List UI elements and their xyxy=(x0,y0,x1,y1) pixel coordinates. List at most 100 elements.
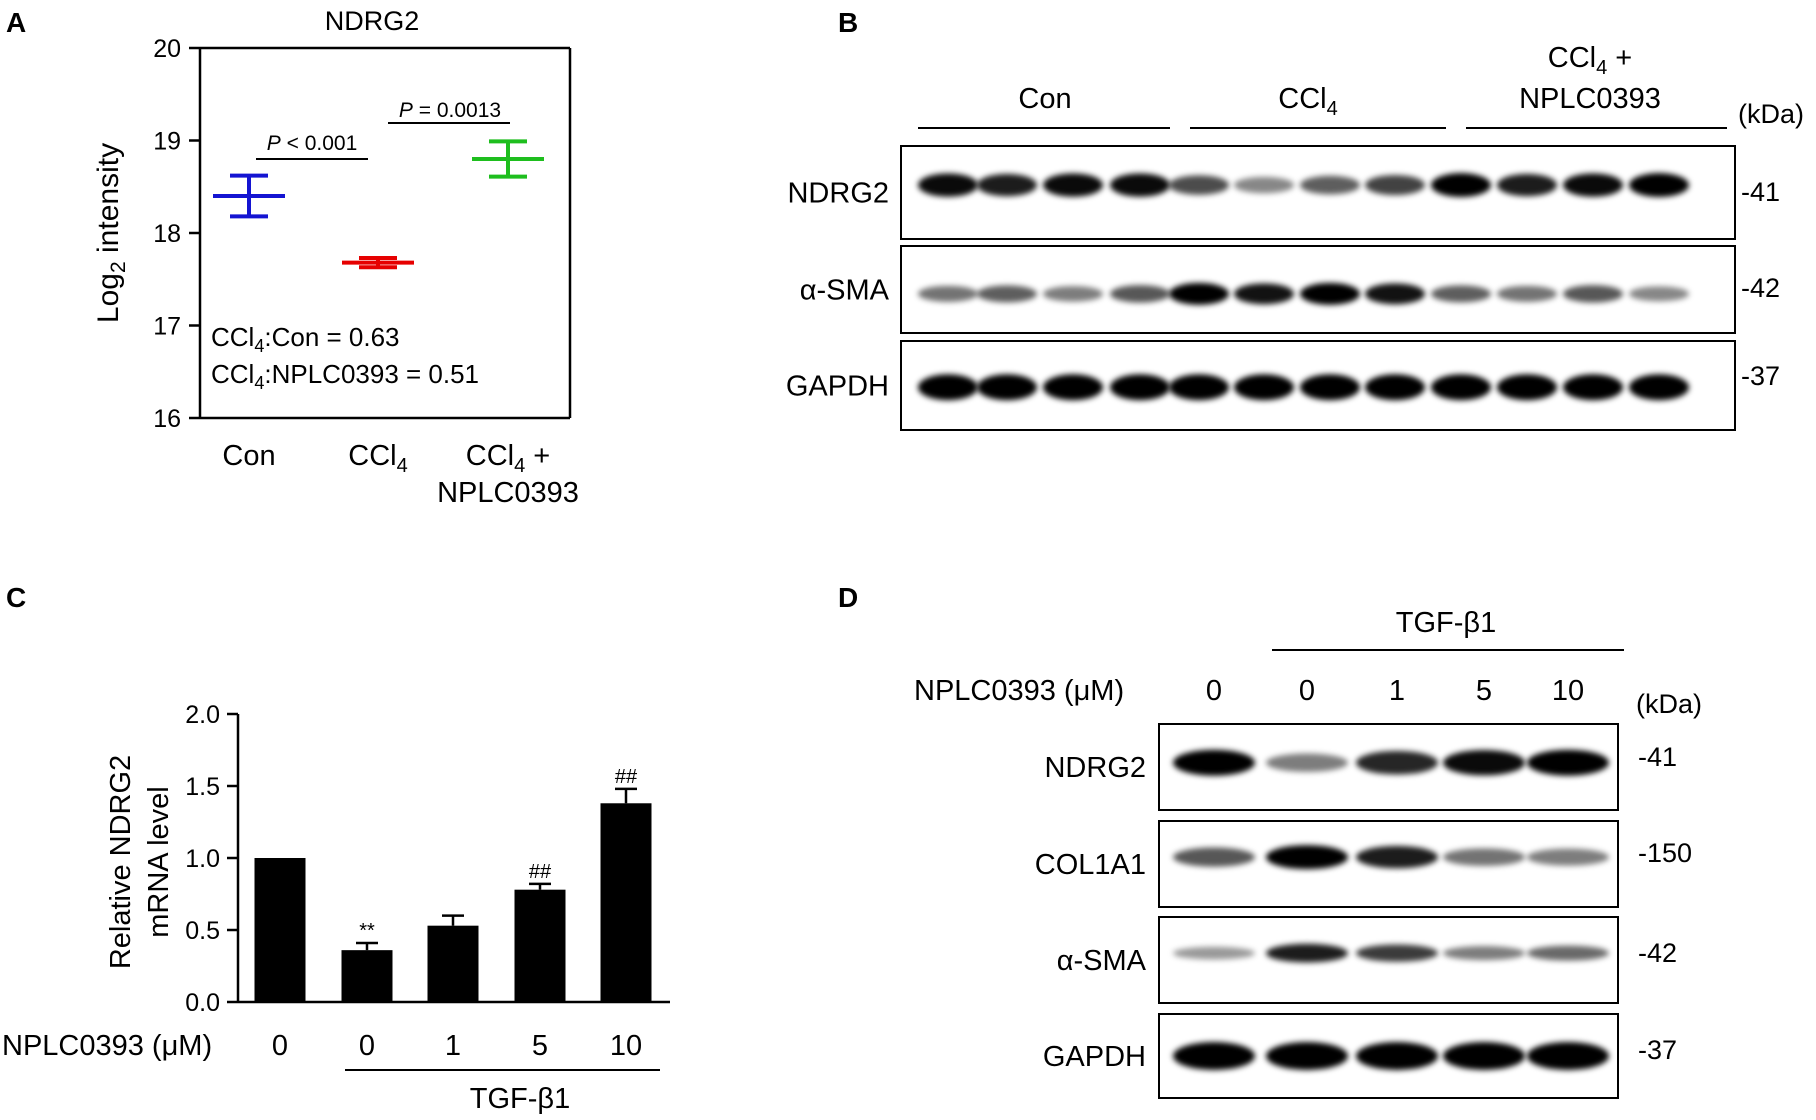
kda-marker: -42 xyxy=(1638,938,1677,968)
dose-label: 1 xyxy=(445,1030,461,1062)
ratio-ccl4-con: CCl4:Con = 0.63 xyxy=(211,322,400,356)
blot-band xyxy=(1043,374,1103,401)
blot-band xyxy=(1629,286,1689,302)
blot-band xyxy=(977,173,1037,197)
blot-band xyxy=(1110,173,1170,197)
blot-band xyxy=(1173,749,1255,776)
blot-band xyxy=(918,374,978,401)
ratio-ccl4-nplc: CCl4:NPLC0393 = 0.51 xyxy=(211,359,479,393)
blot-band xyxy=(1431,285,1491,303)
dose-row-label-d: NPLC0393 (μM) xyxy=(914,675,1124,707)
blot-band xyxy=(1300,374,1360,401)
blot-band xyxy=(1110,285,1170,303)
blot-band xyxy=(1356,1042,1438,1070)
dose-label: 0 xyxy=(1299,675,1315,707)
chart-c-row-label: NPLC0393 (μM) xyxy=(2,1030,212,1062)
significance-mark: ** xyxy=(359,920,375,942)
blot-band xyxy=(1356,750,1438,775)
blot-band xyxy=(1431,173,1491,198)
blot-band xyxy=(1365,174,1425,196)
dose-label: 5 xyxy=(532,1030,548,1062)
blot-row-ndrg2: NDRG2 -41 xyxy=(787,145,1780,240)
treatment-label-d: TGF-β1 xyxy=(1396,607,1496,639)
blot-band xyxy=(1173,1042,1255,1070)
panel-letter-d: D xyxy=(838,582,858,613)
blot-band xyxy=(1527,945,1609,961)
x-label-ccl4-nplc-line1: CCl4 + xyxy=(466,440,550,477)
blot-band xyxy=(1443,946,1525,961)
panel-a: A NDRG2 16 17 18 19 20 Log2 intensity P < 0.… xyxy=(6,6,579,509)
blot-band xyxy=(1169,175,1229,195)
blot-label: α-SMA xyxy=(800,275,890,307)
chart-a-y-axis-label: Log2 intensity xyxy=(92,143,130,323)
y-tick-label: 17 xyxy=(153,313,181,341)
panel-d: D TGF-β1 NPLC0393 (μM) 0 0 1 5 10 (kDa) NDRG… xyxy=(838,582,1702,1099)
bar xyxy=(341,950,393,1002)
kda-marker: -41 xyxy=(1741,177,1780,207)
bar xyxy=(254,858,306,1002)
blot-band xyxy=(1563,374,1623,401)
kda-marker: -37 xyxy=(1638,1035,1677,1065)
blot-band xyxy=(977,374,1037,401)
x-label-ccl4-nplc-line2: NPLC0393 xyxy=(437,477,579,509)
blot-band xyxy=(1234,176,1294,194)
chart-c-dose-labels: 0 0 1 5 10 xyxy=(272,1030,642,1062)
blot-band xyxy=(1173,946,1255,960)
blot-band xyxy=(1629,173,1689,198)
x-label-ccl4: CCl4 xyxy=(348,440,407,477)
panel-letter-b: B xyxy=(838,7,858,38)
p-value-2: P = 0.0013 xyxy=(399,99,501,122)
blot-band xyxy=(1443,1042,1525,1070)
blot-band xyxy=(1266,943,1348,963)
blot-band xyxy=(1169,374,1229,401)
kda-header-b: (kDa) xyxy=(1738,99,1804,129)
blot-row-gapdh: GAPDH -37 xyxy=(786,340,1780,431)
blot-band xyxy=(1443,749,1525,776)
blot-band xyxy=(1300,175,1360,195)
bar xyxy=(600,803,652,1002)
chart-c-y-ticks: 0.0 0.5 1.0 1.5 2.0 xyxy=(185,701,238,1017)
blot-band xyxy=(918,173,978,197)
panel-letter-c: C xyxy=(6,582,26,613)
blot-band xyxy=(1431,374,1491,401)
blot-band xyxy=(918,285,978,302)
y-tick-label: 19 xyxy=(153,128,181,156)
blot-band xyxy=(1365,374,1425,401)
group-label-ccl4-nplc-line2: NPLC0393 xyxy=(1519,83,1661,115)
blot-row--sma: α-SMA -42 xyxy=(800,245,1780,334)
panel-c: C 0.00.51.01.52.0 **#### Relative NDRG2 … xyxy=(2,582,670,1115)
blot-band xyxy=(1300,282,1360,305)
blot-band xyxy=(1527,749,1609,776)
blot-band xyxy=(1234,374,1294,401)
blot-row-col1a1: COL1A1 -150 xyxy=(1035,820,1692,908)
blot-band xyxy=(1563,173,1623,197)
blot-band xyxy=(1173,847,1255,867)
blot-band xyxy=(1365,283,1425,305)
blot-label: COL1A1 xyxy=(1035,849,1146,881)
data-point-group xyxy=(472,139,544,179)
blot-band xyxy=(1169,282,1229,305)
blot-row-gapdh: GAPDH -37 xyxy=(1043,1013,1677,1099)
dose-label: 10 xyxy=(1552,675,1584,707)
blot-label: NDRG2 xyxy=(787,178,889,210)
dose-label: 0 xyxy=(272,1030,288,1062)
blot-band xyxy=(1629,374,1689,401)
y-tick-label: 18 xyxy=(153,220,181,248)
blot-band xyxy=(977,285,1037,303)
bar xyxy=(514,889,566,1002)
kda-marker: -42 xyxy=(1741,273,1780,303)
blot-row-ndrg2: NDRG2 -41 xyxy=(1044,723,1677,811)
blot-band xyxy=(1234,283,1294,305)
significance-mark: ## xyxy=(529,861,552,883)
chart-c-y-label-line2: mRNA level xyxy=(143,786,175,938)
data-point-group xyxy=(213,173,285,219)
y-tick-label: 20 xyxy=(153,35,181,63)
blot-band xyxy=(1266,753,1348,772)
blot-band xyxy=(1497,285,1557,302)
y-tick-label: 1.0 xyxy=(185,845,220,873)
blot-band xyxy=(1527,848,1609,866)
kda-header-d: (kDa) xyxy=(1636,689,1702,719)
blot-label: α-SMA xyxy=(1057,945,1147,977)
blot-band xyxy=(1497,374,1557,401)
